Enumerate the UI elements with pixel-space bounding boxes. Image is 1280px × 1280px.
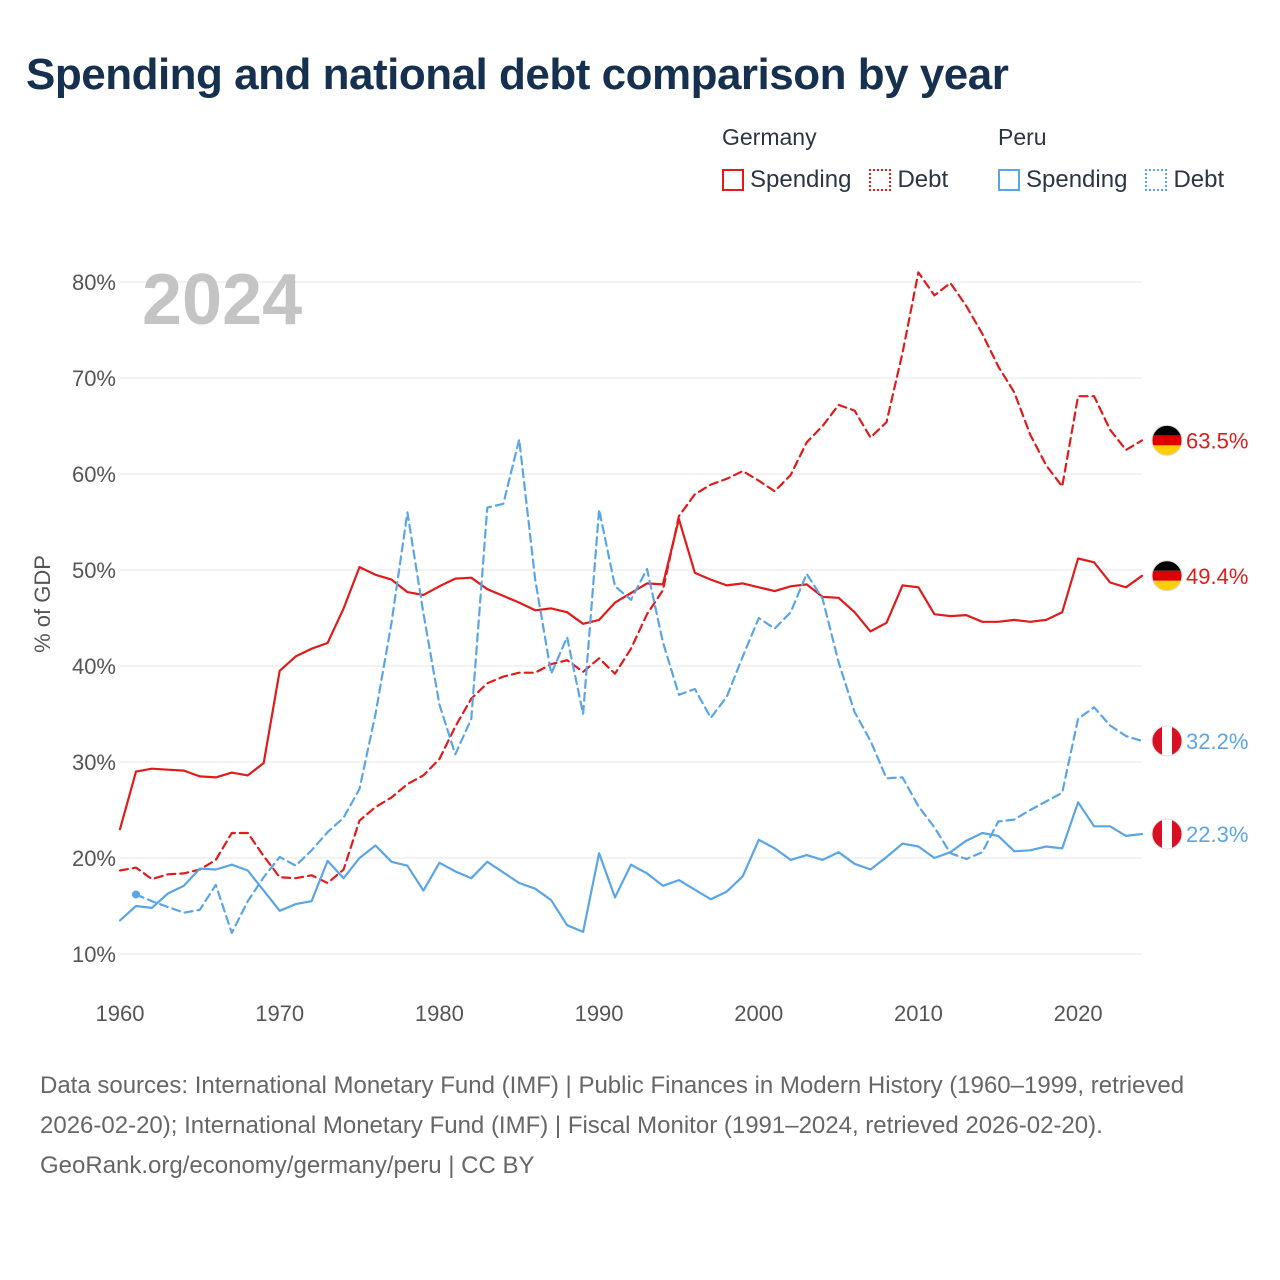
end-value-label: 32.2% (1186, 729, 1248, 754)
series-line-germany-debt (118, 271, 1144, 885)
legend-germany-debt-label: Debt (897, 166, 949, 193)
credit-link[interactable]: GeoRank.org/economy/germany/peru | CC BY (40, 1152, 535, 1179)
flag-border (1151, 560, 1183, 592)
solid-line-swatch-icon (998, 169, 1020, 191)
legend-peru-spending[interactable]: Spending (998, 166, 1127, 194)
legend-peru-debt[interactable]: Debt (1145, 166, 1224, 194)
flag-border (1151, 424, 1183, 456)
data-sources: Data sources: International Monetary Fun… (40, 1072, 1185, 1139)
flag-body (1152, 425, 1182, 456)
peru-flag-icon (1151, 725, 1183, 757)
flag-body (1152, 560, 1182, 591)
flag-stripe (1172, 725, 1182, 756)
dotted-line-swatch-icon (1145, 169, 1168, 191)
germany-flag-icon (1151, 424, 1183, 456)
legend-peru-debt-label: Debt (1173, 166, 1225, 193)
x-tick-label: 2000 (734, 1001, 783, 1026)
flag-stripe (1152, 570, 1182, 581)
footer: Data sources: International Monetary Fun… (40, 1066, 1240, 1186)
legend-germany: Germany Spending Debt (722, 124, 948, 194)
flag-stripe (1152, 580, 1182, 591)
flag-body (1152, 725, 1182, 756)
y-axis-ticks: 10% 20% 30% 40% 50% 60% 70% 80% (72, 270, 116, 967)
gridlines (120, 281, 1142, 955)
flag-stripe (1162, 725, 1172, 756)
x-tick-label: 1960 (96, 1001, 145, 1026)
flag-stripe (1172, 819, 1182, 849)
y-axis-label: % of GDP (30, 555, 55, 653)
legend-germany-debt[interactable]: Debt (869, 166, 948, 194)
flag-stripe (1152, 560, 1182, 571)
line-chart: 10% 20% 30% 40% 50% 60% 70% 80% 1960 1970 1980 1990… (30, 260, 1248, 1026)
series-lines (118, 271, 1144, 935)
legend-peru: Peru Spending Debt (998, 124, 1224, 194)
y-tick-label: 40% (72, 654, 116, 679)
y-tick-label: 20% (72, 846, 116, 871)
y-tick-label: 70% (72, 366, 116, 391)
series-line-peru-spending (118, 801, 1144, 934)
y-tick-label: 10% (72, 942, 116, 967)
y-tick-label: 80% (72, 270, 116, 295)
flag-stripe (1152, 725, 1162, 756)
flag-border (1151, 818, 1183, 850)
series-start-point (131, 890, 140, 899)
end-value-label: 49.4% (1186, 564, 1248, 589)
y-tick-label: 50% (72, 558, 116, 583)
x-tick-label: 1970 (255, 1001, 304, 1026)
flag-stripe (1152, 435, 1182, 446)
end-value-label: 22.3% (1186, 822, 1248, 847)
legend-peru-title: Peru (998, 124, 1047, 150)
legend-germany-spending[interactable]: Spending (722, 166, 851, 194)
germany-flag-icon (1151, 560, 1183, 592)
flag-stripe (1152, 819, 1162, 849)
flag-stripe (1152, 445, 1182, 456)
legend-peru-spending-label: Spending (1026, 166, 1128, 193)
series-line-germany-spending (118, 517, 1144, 831)
x-tick-label: 1980 (415, 1001, 464, 1026)
solid-line-swatch-icon (722, 169, 744, 191)
end-value-label: 63.5% (1186, 428, 1248, 453)
flag-stripe (1162, 819, 1172, 849)
peru-flag-icon (1151, 818, 1183, 850)
y-tick-label: 30% (72, 750, 116, 775)
y-tick-label: 60% (72, 462, 116, 487)
year-label: 2024 (142, 260, 302, 340)
flag-stripe (1152, 425, 1182, 436)
legend-germany-title: Germany (722, 124, 817, 150)
chart-title: Spending and national debt comparison by… (26, 50, 1009, 99)
flag-border (1151, 725, 1183, 757)
series-line-peru-debt (134, 438, 1144, 935)
dotted-line-swatch-icon (869, 169, 892, 191)
end-labels: 49.4% 63.5% 22.3% 32.2% (1151, 424, 1248, 850)
legend-germany-spending-label: Spending (750, 166, 852, 193)
x-tick-label: 2010 (894, 1001, 943, 1026)
flag-body (1152, 819, 1182, 849)
x-tick-label: 2020 (1054, 1001, 1103, 1026)
x-axis-ticks: 1960 1970 1980 1990 2000 2010 2020 (96, 1001, 1103, 1026)
x-tick-label: 1990 (575, 1001, 624, 1026)
